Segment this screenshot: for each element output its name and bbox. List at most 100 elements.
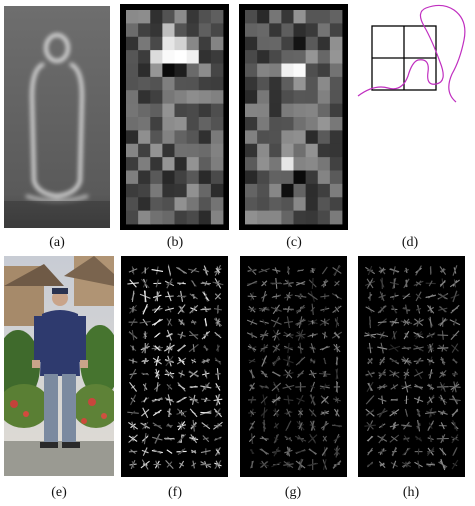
weight-cell — [126, 157, 139, 171]
weight-cell — [257, 23, 270, 37]
weight-cell — [294, 144, 307, 158]
weight-cell — [269, 10, 282, 24]
weight-cell — [330, 50, 343, 64]
weight-cell — [126, 23, 139, 37]
weight-cell — [281, 144, 294, 158]
weight-cell — [269, 64, 282, 78]
weight-cell — [150, 144, 163, 158]
weight-cell — [138, 197, 151, 211]
weight-cell — [199, 23, 212, 37]
weight-cell — [245, 77, 258, 91]
weight-cell — [162, 37, 175, 51]
weight-cell — [257, 10, 270, 24]
weight-cell — [175, 144, 188, 158]
weight-cell — [150, 10, 163, 24]
weight-cell — [294, 90, 307, 104]
weight-cell — [330, 10, 343, 24]
weight-cell — [330, 184, 343, 198]
weight-cell — [187, 90, 200, 104]
weight-cell — [330, 90, 343, 104]
weight-cell — [245, 37, 258, 51]
caption-a: (a) — [37, 235, 77, 251]
weight-cell — [294, 50, 307, 64]
weight-cell — [257, 171, 270, 185]
weight-cell — [257, 144, 270, 158]
weight-cell — [269, 157, 282, 171]
weight-cell — [257, 117, 270, 131]
weight-cell — [175, 64, 188, 78]
weight-cell — [126, 104, 139, 118]
weight-cell — [306, 10, 319, 24]
panel-d-block-diagram — [356, 0, 471, 110]
weight-cell — [162, 211, 175, 225]
weight-cell — [126, 50, 139, 64]
weight-cell — [330, 64, 343, 78]
weight-cell — [269, 50, 282, 64]
weight-cell — [187, 171, 200, 185]
weight-cell — [126, 37, 139, 51]
weight-cell — [211, 23, 224, 37]
weight-cell — [281, 50, 294, 64]
weight-cell — [318, 77, 331, 91]
average-gradient-image — [4, 6, 110, 228]
weight-cell — [138, 157, 151, 171]
weight-cell — [294, 23, 307, 37]
weight-cell — [126, 64, 139, 78]
weight-cell — [162, 90, 175, 104]
weight-cell — [245, 117, 258, 131]
weight-cell — [306, 77, 319, 91]
weight-cell — [281, 10, 294, 24]
weight-cell — [126, 171, 139, 185]
weight-cell — [150, 50, 163, 64]
weight-cell — [175, 211, 188, 225]
weight-cell — [257, 90, 270, 104]
weight-cell — [211, 184, 224, 198]
weight-cell — [281, 77, 294, 91]
weight-cell — [187, 117, 200, 131]
weight-cell — [281, 171, 294, 185]
weight-cell — [318, 197, 331, 211]
weight-cell — [138, 23, 151, 37]
weight-cell — [138, 104, 151, 118]
positive-weight-grid — [120, 4, 229, 230]
weight-cell — [281, 184, 294, 198]
weight-cell — [306, 197, 319, 211]
weight-cell — [175, 104, 188, 118]
weight-cell — [330, 117, 343, 131]
hog-orientation-stroke — [428, 348, 434, 349]
weight-cell — [150, 130, 163, 144]
weight-cell — [175, 117, 188, 131]
block-cell-diagram — [356, 0, 471, 110]
weight-cell — [318, 171, 331, 185]
weight-cell — [269, 130, 282, 144]
weight-cell — [150, 184, 163, 198]
weight-cell — [269, 197, 282, 211]
weight-cell — [318, 211, 331, 225]
weight-cell — [211, 50, 224, 64]
weight-cell — [187, 50, 200, 64]
weight-cell — [294, 64, 307, 78]
weight-cell — [199, 171, 212, 185]
weight-cell — [330, 144, 343, 158]
caption-c: (c) — [274, 235, 314, 251]
weight-cell — [245, 130, 258, 144]
weight-cell — [187, 64, 200, 78]
weight-cell — [211, 211, 224, 225]
weight-cell — [281, 130, 294, 144]
weight-cell — [162, 10, 175, 24]
weight-cell — [318, 50, 331, 64]
weight-cell — [150, 197, 163, 211]
weight-cell — [175, 10, 188, 24]
hog-orientation-stroke — [391, 400, 398, 401]
weight-cell — [126, 130, 139, 144]
weight-cell — [245, 64, 258, 78]
weight-cell — [138, 211, 151, 225]
weight-cell — [211, 130, 224, 144]
weight-cell — [245, 90, 258, 104]
weight-cell — [318, 117, 331, 131]
weight-cell — [162, 197, 175, 211]
weight-cell — [175, 171, 188, 185]
weight-cell — [257, 77, 270, 91]
weight-cell — [199, 144, 212, 158]
weight-cell — [294, 197, 307, 211]
